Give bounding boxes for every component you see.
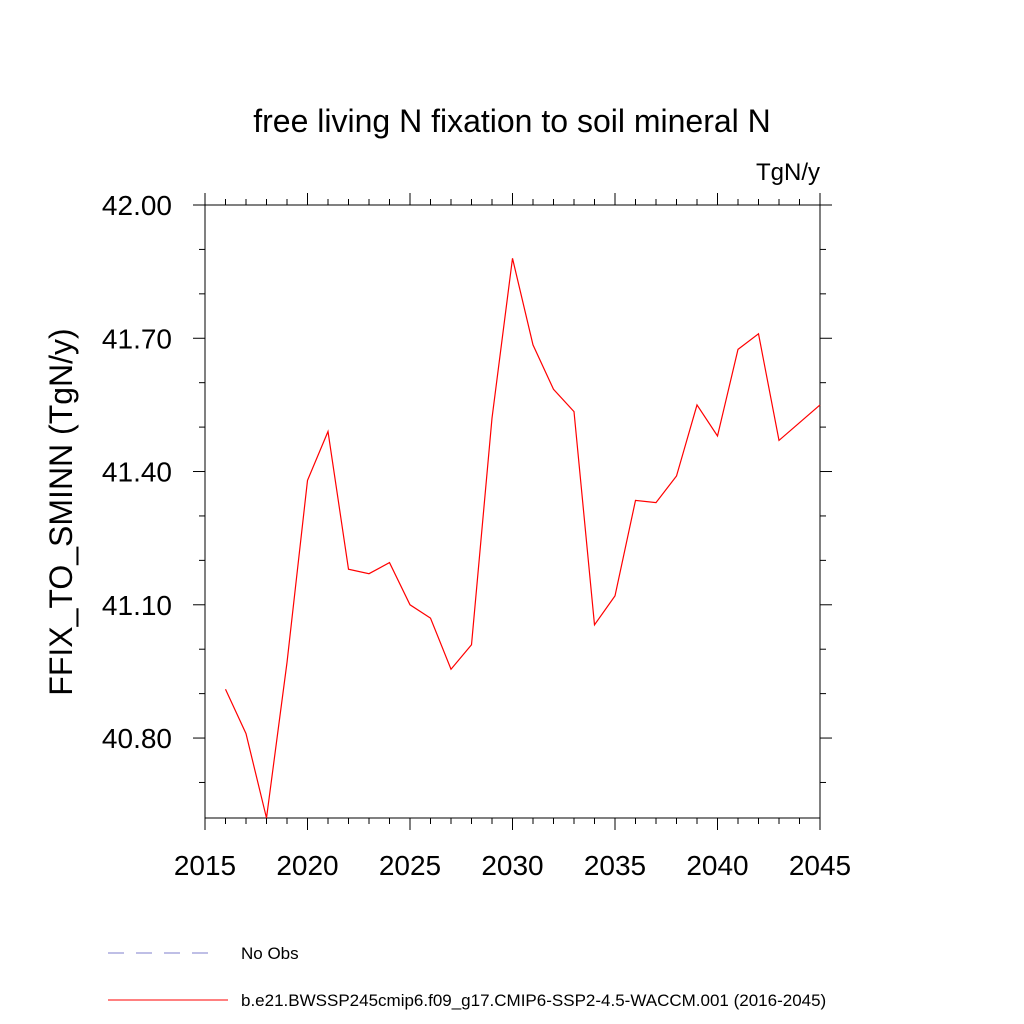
y-tick-label: 42.00 bbox=[102, 190, 172, 221]
y-tick-label: 40.80 bbox=[102, 723, 172, 754]
x-tick-label: 2015 bbox=[174, 850, 236, 881]
legend-label-model: b.e21.BWSSP245cmip6.f09_g17.CMIP6-SSP2-4… bbox=[241, 991, 826, 1010]
legend-label-no-obs: No Obs bbox=[241, 944, 299, 963]
series-line-0 bbox=[224, 258, 821, 819]
y-tick-label: 41.70 bbox=[102, 323, 172, 354]
legend: No Obs b.e21.BWSSP245cmip6.f09_g17.CMIP6… bbox=[108, 944, 826, 1010]
plot-frame bbox=[204, 204, 821, 819]
plot-area: 2015 2020 2025 2030 2035 2040 2045 40.80 41.10 41… bbox=[102, 190, 851, 881]
x-tick-label: 2030 bbox=[481, 850, 543, 881]
x-tick-label: 2020 bbox=[276, 850, 338, 881]
x-tick-label: 2025 bbox=[379, 850, 441, 881]
x-tick-label: 2035 bbox=[584, 850, 646, 881]
y-axis-label: FFIX_TO_SMINN (TgN/y) bbox=[43, 328, 79, 695]
x-tick-label: 2040 bbox=[686, 850, 748, 881]
y-tick-label: 41.40 bbox=[102, 457, 172, 488]
units-label: TgN/y bbox=[756, 159, 820, 186]
x-tick-label: 2045 bbox=[789, 850, 851, 881]
y-tick-label: 41.10 bbox=[102, 590, 172, 621]
chart-title: free living N fixation to soil mineral N bbox=[253, 103, 771, 139]
